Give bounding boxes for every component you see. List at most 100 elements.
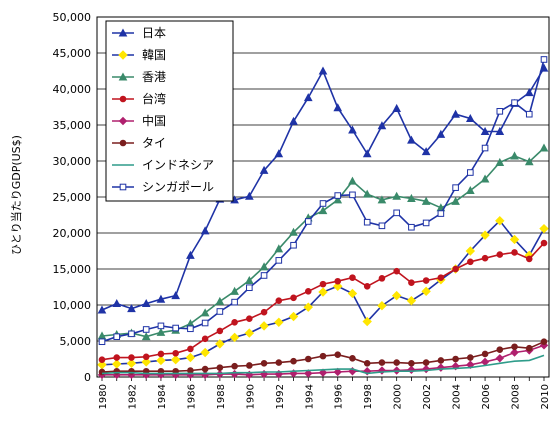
data-point	[421, 286, 431, 297]
data-point	[259, 262, 269, 271]
data-point	[200, 226, 210, 235]
data-point	[465, 246, 476, 256]
data-point	[392, 103, 402, 112]
data-point	[421, 147, 431, 156]
data-point	[349, 274, 356, 281]
axis-layer: 0 5,000 10,000 15,000 20,000 25,000 30,000 35,0…	[53, 11, 552, 409]
data-point	[244, 275, 254, 285]
y-tick-label: 45,000	[53, 47, 92, 60]
legend-label: シンガポール	[142, 180, 214, 194]
data-point	[349, 191, 356, 199]
data-point	[334, 192, 342, 199]
series-line	[101, 242, 545, 361]
data-point	[377, 121, 387, 130]
data-point	[333, 367, 342, 377]
data-point	[422, 219, 430, 227]
data-point	[260, 308, 268, 316]
y-tick-label: 35,000	[53, 119, 92, 132]
data-point	[437, 274, 445, 281]
data-point	[495, 157, 505, 166]
data-point	[363, 360, 371, 367]
data-point	[437, 357, 445, 364]
data-point	[408, 360, 415, 367]
data-point	[451, 109, 460, 118]
x-tick-label: 2004	[452, 384, 463, 409]
legend-marker	[118, 116, 128, 126]
data-point	[525, 110, 533, 118]
x-tick-label: 2008	[511, 384, 522, 409]
data-point	[275, 257, 283, 264]
y-tick-label: 0	[84, 371, 91, 384]
data-point	[186, 250, 195, 259]
data-point	[170, 355, 181, 365]
data-point	[126, 358, 137, 369]
legend-label: インドネシア	[142, 158, 214, 172]
data-point	[334, 351, 342, 358]
data-point	[407, 135, 416, 144]
data-point	[260, 360, 268, 367]
data-point	[200, 347, 210, 358]
data-point	[128, 354, 135, 361]
data-point	[274, 317, 284, 327]
data-point	[318, 206, 328, 215]
data-point	[142, 326, 150, 333]
data-point	[334, 277, 342, 285]
legend-label: 韓国	[142, 48, 166, 62]
x-tick-label: 1996	[334, 384, 345, 409]
data-point	[260, 272, 268, 279]
legend-marker	[119, 139, 127, 147]
data-point	[319, 200, 327, 207]
data-point	[363, 218, 371, 226]
data-point	[524, 157, 534, 166]
data-point	[319, 280, 327, 288]
data-point	[348, 176, 357, 185]
data-point	[200, 308, 210, 317]
data-point	[275, 359, 283, 366]
data-point	[171, 291, 181, 300]
data-point	[452, 184, 459, 191]
x-tick-label: 2002	[422, 384, 433, 409]
data-point	[393, 359, 400, 366]
data-point	[349, 354, 356, 362]
data-point	[408, 223, 415, 231]
data-point	[525, 344, 533, 352]
data-point	[156, 355, 166, 366]
data-point	[98, 356, 106, 364]
data-point	[392, 191, 402, 200]
data-point	[393, 267, 400, 275]
data-point	[288, 311, 299, 322]
data-point	[318, 368, 328, 377]
data-point	[216, 308, 224, 315]
x-tick-label: 1988	[216, 384, 227, 409]
legend-entry: 韓国	[112, 48, 166, 62]
data-point	[244, 328, 255, 338]
data-point	[347, 288, 358, 299]
data-point	[362, 189, 372, 198]
data-point	[421, 364, 431, 374]
data-point	[481, 254, 489, 262]
data-point	[231, 298, 238, 306]
y-tick-label: 30,000	[53, 155, 92, 168]
data-point	[201, 335, 209, 343]
data-point	[406, 295, 417, 306]
legend-marker	[118, 72, 128, 81]
data-point	[289, 116, 298, 125]
legend-entry: インドネシア	[112, 158, 214, 172]
y-tick-label: 5,000	[60, 335, 92, 348]
legend-entry: 中国	[112, 113, 166, 128]
data-point	[511, 99, 518, 106]
x-tick-label: 2000	[393, 384, 404, 409]
x-tick-label: 2006	[481, 384, 492, 409]
data-point	[509, 234, 520, 245]
data-point	[259, 321, 269, 331]
data-point	[481, 144, 489, 152]
data-point	[244, 191, 254, 200]
data-point	[496, 108, 504, 115]
y-tick-label: 25,000	[53, 191, 92, 204]
data-point	[452, 265, 459, 273]
data-point	[422, 359, 430, 366]
legend-label: 台湾	[142, 91, 166, 106]
data-point	[229, 332, 240, 343]
data-point	[142, 353, 150, 361]
